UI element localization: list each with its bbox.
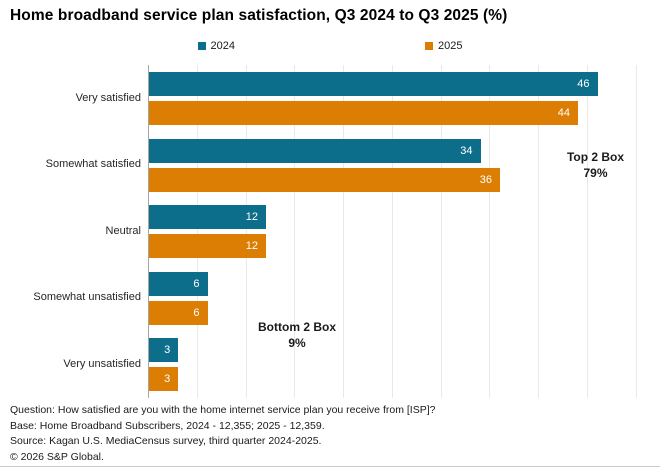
bar-2024: 34 bbox=[149, 138, 481, 163]
annotation-bottom2box-label: Bottom 2 Box bbox=[258, 320, 336, 334]
bar-2025: 44 bbox=[149, 101, 578, 125]
annotation-top2box: Top 2 Box 79% bbox=[548, 150, 643, 181]
legend-label-2025: 2025 bbox=[438, 40, 463, 52]
y-axis-line bbox=[148, 65, 149, 398]
annotation-bottom2box-value: 9% bbox=[288, 335, 306, 350]
annotation-bottom2box: Bottom 2 Box 9% bbox=[242, 320, 352, 351]
bar-2024: 12 bbox=[149, 205, 266, 229]
gridline bbox=[489, 65, 491, 398]
gridline bbox=[586, 65, 588, 398]
legend-item-2024: 2024 bbox=[197, 40, 235, 52]
category-label: Somewhat unsatisfied bbox=[33, 291, 141, 304]
category-label: Very satisfied bbox=[75, 91, 141, 104]
chart-title: Home broadband service plan satisfaction… bbox=[10, 7, 508, 24]
bar-2025: 3 bbox=[149, 367, 179, 391]
footer-source: Source: Kagan U.S. MediaCensus survey, t… bbox=[10, 435, 322, 448]
category-label: Very unsatisfied bbox=[63, 357, 141, 370]
legend-item-2025: 2025 bbox=[425, 40, 462, 52]
gridline bbox=[538, 65, 539, 398]
bar-group: Somewhat satisfied 34 36 bbox=[0, 132, 660, 199]
gridline bbox=[343, 65, 344, 398]
gridline bbox=[391, 65, 393, 398]
chart-area: Very satisfied 46 44 Somewhat satisfied 34 36… bbox=[0, 65, 660, 398]
category-label: Neutral bbox=[105, 224, 141, 237]
bar-group: Somewhat unsatisfied 6 6 bbox=[0, 265, 660, 332]
gridline bbox=[635, 65, 637, 398]
gridline bbox=[440, 65, 442, 398]
bar-2025: 12 bbox=[149, 234, 266, 258]
plot-grid bbox=[0, 65, 660, 398]
bar-2025: 6 bbox=[149, 300, 208, 325]
legend-swatch-2025-icon bbox=[425, 42, 433, 50]
annotation-top2box-value: 79% bbox=[583, 165, 608, 180]
legend-swatch-2024-icon bbox=[197, 42, 206, 50]
bottom-divider bbox=[0, 466, 660, 467]
category-label: Somewhat satisfied bbox=[45, 158, 141, 171]
footer-copyright: © 2026 S&P Global. bbox=[10, 451, 104, 464]
bar-group: Neutral 12 12 bbox=[0, 198, 660, 265]
bar-group: Very satisfied 46 44 bbox=[0, 65, 660, 132]
bar-group: Very unsatisfied 3 3 bbox=[0, 331, 660, 398]
bar-2024: 6 bbox=[149, 271, 208, 296]
legend-label-2024: 2024 bbox=[210, 40, 235, 52]
footer-base: Base: Home Broadband Subscribers, 2024 -… bbox=[10, 419, 325, 432]
gridline bbox=[196, 65, 198, 398]
bar-2025: 36 bbox=[149, 167, 500, 192]
annotation-top2box-label: Top 2 Box bbox=[566, 150, 625, 164]
legend: 2024 2025 bbox=[0, 40, 660, 52]
footer-question: Question: How satisfied are you with the… bbox=[10, 404, 436, 416]
gridline bbox=[294, 65, 296, 398]
footer-notes: Question: How satisfied are you with the… bbox=[10, 403, 435, 466]
gridline bbox=[245, 65, 247, 398]
bar-2024: 3 bbox=[149, 338, 179, 362]
bar-2024: 46 bbox=[149, 72, 598, 96]
